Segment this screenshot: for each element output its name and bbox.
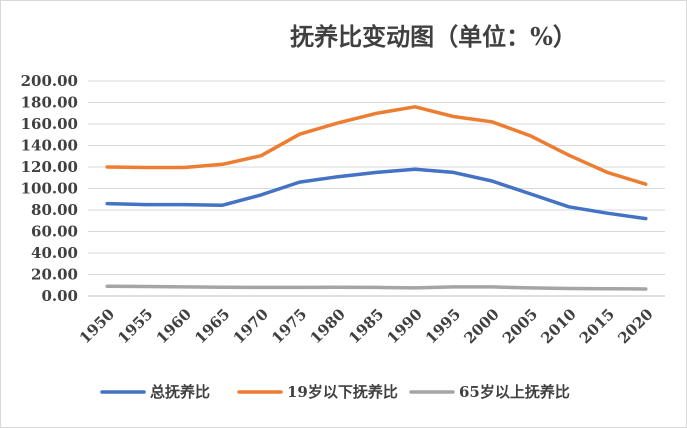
x-tick-label: 2015 bbox=[576, 305, 618, 347]
x-tick-label: 1970 bbox=[230, 305, 272, 347]
chart-title: 抚养比变动图（单位：%） bbox=[290, 22, 577, 51]
x-tick-label: 2020 bbox=[614, 305, 656, 347]
y-tick-label: 20.00 bbox=[31, 266, 78, 284]
x-tick-label: 1980 bbox=[307, 305, 349, 347]
x-tick-label: 1950 bbox=[76, 305, 118, 347]
x-tick-label: 1975 bbox=[268, 305, 310, 347]
x-tick-label: 2005 bbox=[499, 305, 541, 347]
x-tick-label: 1990 bbox=[384, 305, 426, 347]
y-tick-label: 60.00 bbox=[31, 223, 78, 241]
legend-label: 19岁以下抚养比 bbox=[287, 383, 398, 401]
x-tick-label: 1985 bbox=[345, 305, 387, 347]
x-tick-label: 2000 bbox=[460, 305, 502, 347]
y-tick-label: 0.00 bbox=[41, 287, 78, 305]
x-tick-label: 1965 bbox=[191, 305, 233, 347]
y-tick-label: 100.00 bbox=[21, 180, 78, 198]
y-tick-label: 140.00 bbox=[21, 137, 78, 155]
legend-label: 65岁以上抚养比 bbox=[459, 383, 570, 401]
y-tick-label: 40.00 bbox=[31, 244, 78, 262]
y-tick-label: 200.00 bbox=[21, 72, 78, 90]
y-tick-label: 160.00 bbox=[21, 115, 78, 133]
series-line bbox=[105, 284, 648, 291]
x-tick-label: 1960 bbox=[153, 305, 195, 347]
x-tick-label: 1955 bbox=[114, 305, 156, 347]
series-line bbox=[105, 167, 648, 221]
series-line bbox=[105, 105, 648, 186]
y-tick-label: 180.00 bbox=[21, 94, 78, 112]
y-tick-label: 120.00 bbox=[21, 158, 78, 176]
y-tick-label: 80.00 bbox=[31, 201, 78, 219]
x-tick-label: 2010 bbox=[537, 305, 579, 347]
x-tick-label: 1995 bbox=[422, 305, 464, 347]
legend-label: 总抚养比 bbox=[150, 383, 210, 401]
